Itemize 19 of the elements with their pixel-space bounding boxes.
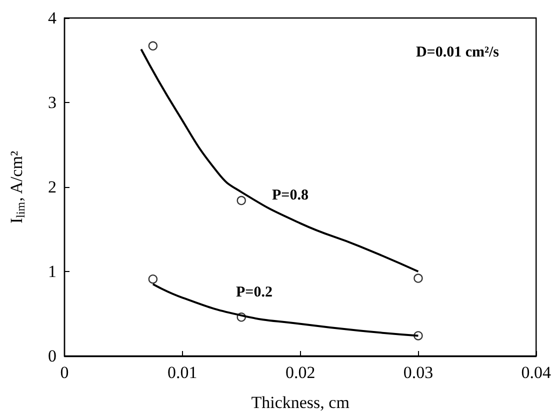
x-tick-label: 0.04: [521, 363, 552, 382]
annotation: P=0.8: [272, 188, 308, 204]
point: [414, 274, 423, 283]
y-tick-label: 1: [48, 262, 56, 281]
x-tick-label: 0.02: [285, 363, 316, 382]
y-tick-label: 0: [48, 346, 56, 366]
annotation: P=0.2: [236, 284, 272, 300]
y-axis-title: Ilim, A/cm²: [7, 150, 28, 224]
y-tick-label: 3: [48, 93, 56, 112]
x-tick-label: 0.03: [403, 363, 434, 382]
annotation: D=0.01 cm²/s: [416, 44, 500, 60]
point: [236, 196, 246, 206]
x-tick-label: 0.01: [168, 363, 198, 382]
x-axis-title: Thickness, cm: [251, 393, 350, 412]
point: [148, 274, 158, 284]
y-tick-label: 2: [48, 178, 56, 196]
x-tick-label: 0: [60, 363, 69, 382]
point: [148, 41, 158, 50]
y-tick-label: 4: [48, 8, 57, 28]
